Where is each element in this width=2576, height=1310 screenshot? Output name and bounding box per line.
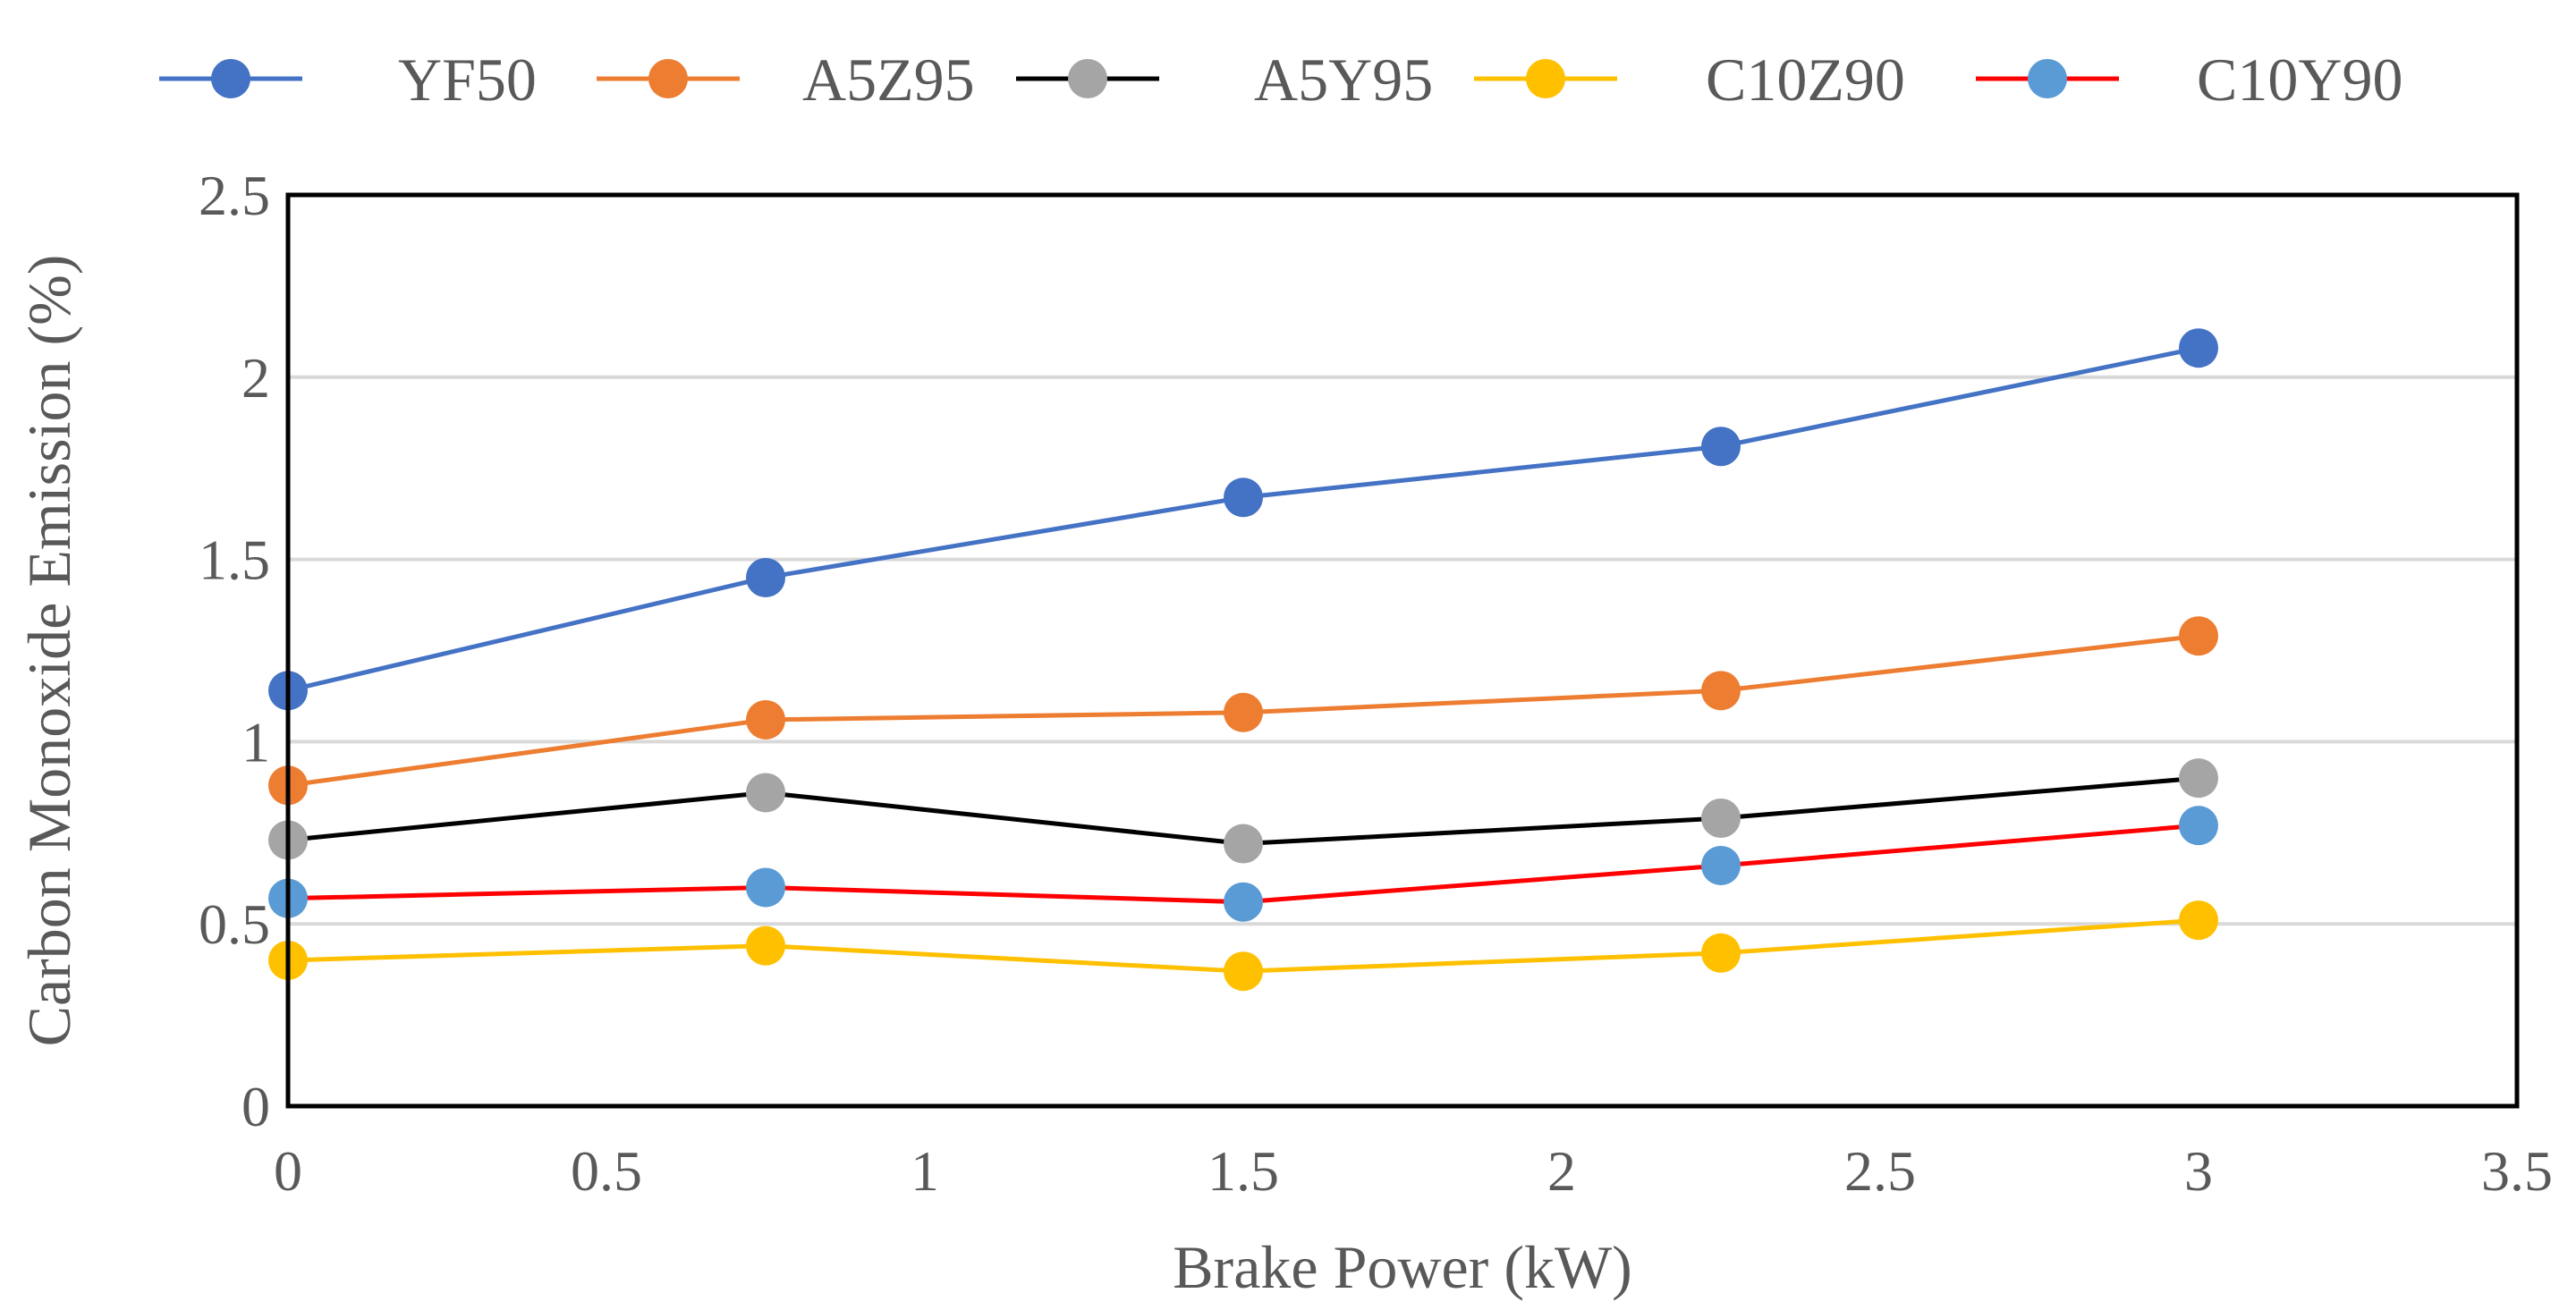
series-line-YF50 [287,345,2199,693]
data-point-YF50-3 [1701,427,1741,467]
data-point-C10Z90-1 [746,925,785,966]
data-point-YF50-4 [2179,328,2218,368]
data-point-C10Y90-2 [1224,882,1263,922]
legend-entry-YF50: YF50 [159,46,537,114]
data-point-A5Z95-3 [1701,671,1741,711]
legend-entry-C10Y90: C10Y90 [1976,46,2402,114]
data-point-YF50-1 [746,557,785,597]
legend-label-YF50: YF50 [398,46,537,114]
x-tick-label-5: 2.5 [1844,1139,1916,1203]
y-tick-label-5: 2.5 [199,164,270,227]
series-A5Y95 [268,758,2218,864]
series-group [268,328,2218,992]
data-point-C10Z90-3 [1701,933,1741,973]
x-tick-label-7: 3.5 [2481,1139,2553,1203]
data-point-A5Z95-2 [1224,692,1263,732]
legend-label-C10Z90: C10Z90 [1706,46,1905,114]
data-point-A5Y95-4 [2179,758,2218,799]
legend-marker-A5Y95 [1068,59,1107,98]
legend-marker-C10Y90 [2028,59,2067,98]
x-tick-label-3: 1.5 [1208,1139,1279,1203]
y-tick-label-3: 1.5 [199,528,270,592]
legend-entry-A5Y95: A5Y95 [1016,46,1433,114]
legend-entry-C10Z90: C10Z90 [1474,46,1905,114]
series-C10Y90 [268,806,2218,922]
data-point-C10Y90-4 [2179,806,2218,846]
series-YF50 [268,328,2218,711]
data-point-C10Z90-4 [2179,900,2218,941]
x-axis-title: Brake Power (kW) [1173,1233,1632,1301]
y-tick-label-0: 0 [242,1075,270,1138]
data-point-A5Y95-3 [1701,798,1741,838]
series-C10Z90 [268,900,2218,992]
data-point-A5Z95-1 [746,699,785,740]
y-axis-title: Carbon Monoxide Emission (%) [15,255,83,1047]
legend-entry-A5Z95: A5Z95 [597,46,975,114]
legend-marker-YF50 [211,59,250,98]
y-tick-label-1: 0.5 [199,892,270,956]
plot-area-frame [285,192,2520,1109]
y-tick-label-4: 2 [242,346,270,410]
data-point-A5Y95-2 [1224,824,1263,864]
series-A5Z95 [268,616,2218,806]
legend-label-C10Y90: C10Y90 [2197,46,2402,114]
x-tick-label-0: 0 [274,1139,302,1203]
data-point-C10Y90-1 [746,867,785,908]
x-tick-label-2: 1 [911,1139,939,1203]
data-point-A5Y95-1 [746,773,785,813]
data-point-C10Z90-2 [1224,951,1263,992]
x-tick-label-6: 3 [2184,1139,2213,1203]
y-tick-label-2: 1 [242,710,270,773]
legend-label-A5Z95: A5Z95 [802,46,975,114]
x-tick-label-4: 2 [1547,1139,1576,1203]
data-point-A5Z95-4 [2179,616,2218,656]
data-point-YF50-2 [1224,478,1263,518]
gridlines [288,375,2517,926]
data-point-C10Y90-3 [1701,845,1741,885]
tick-labels: 0 0.5 1 1.5 2 2.5 0 0.5 1 1.5 2 2.5 3 3.5 [199,164,2553,1203]
x-tick-label-1: 0.5 [571,1139,642,1203]
legend-marker-C10Z90 [1526,59,1565,98]
legend-marker-A5Z95 [648,59,688,98]
legend: YF50 A5Z95 A5Y95 C10Z90 C10Y90 [159,46,2402,114]
legend-label-A5Y95: A5Y95 [1254,46,1433,114]
